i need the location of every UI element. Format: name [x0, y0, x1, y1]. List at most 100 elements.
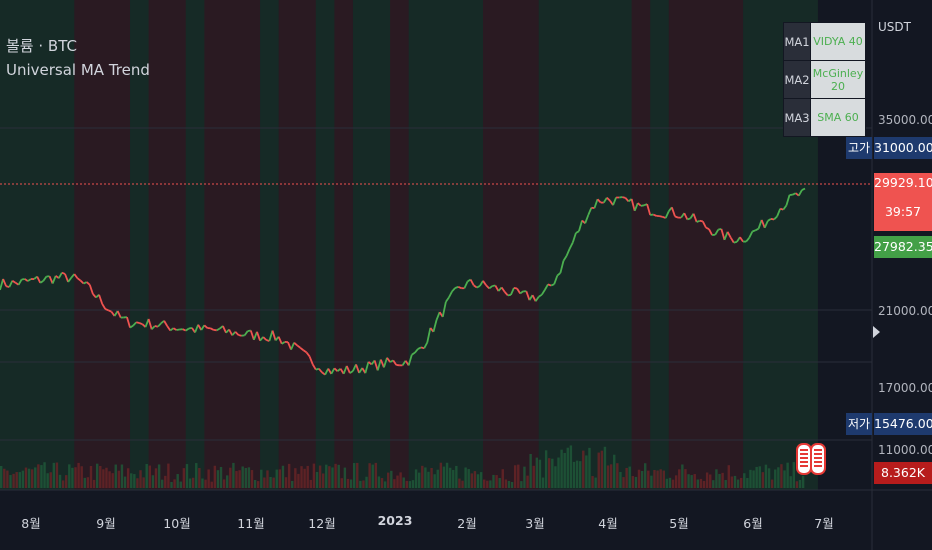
volume-bar: [541, 477, 545, 488]
volume-bar: [758, 466, 761, 488]
price-segment: [773, 215, 778, 221]
price-segment: [779, 207, 784, 211]
volume-bar: [142, 477, 145, 488]
volume-bar: [792, 462, 796, 488]
volume-bar: [529, 453, 532, 488]
volume-bar: [724, 480, 727, 488]
price-segment: [500, 286, 506, 293]
volume-bar: [544, 450, 548, 488]
price-segment: [136, 321, 140, 324]
price-segment: [185, 327, 190, 332]
price-segment: [562, 255, 568, 262]
earnings-flag-icon[interactable]: [810, 443, 826, 475]
trend-band: [352, 0, 373, 490]
volume-bar: [520, 481, 523, 488]
volume-bar: [702, 480, 706, 488]
volume-bar: [117, 470, 121, 488]
price-segment: [445, 296, 450, 303]
volume-bar: [718, 473, 721, 488]
volume-bar: [470, 473, 474, 488]
volume-bar: [325, 464, 328, 488]
volume-bar: [253, 479, 257, 488]
volume-bar: [337, 464, 340, 488]
price-segment: [476, 285, 481, 289]
price-segment: [290, 342, 295, 350]
price-segment: [664, 210, 670, 219]
volume-bar: [464, 467, 467, 488]
volume-bar: [235, 471, 238, 488]
volume-bar: [563, 452, 566, 488]
price-segment: [606, 197, 611, 202]
price-segment: [671, 207, 676, 217]
price-segment: [451, 287, 456, 293]
volume-bar: [89, 466, 93, 488]
trend-band: [408, 0, 428, 490]
price-segment: [662, 215, 666, 219]
price-segment: [448, 291, 453, 298]
price-segment: [596, 198, 602, 204]
volume-bar: [442, 466, 446, 488]
trend-band: [130, 0, 150, 490]
price-segment: [473, 284, 478, 289]
price-segment: [687, 217, 691, 221]
price-segment: [333, 367, 339, 372]
volume-bar: [650, 475, 653, 488]
price-segment: [163, 320, 168, 327]
price-segment: [64, 273, 69, 283]
price-segment: [801, 187, 806, 191]
volume-bar: [108, 471, 111, 488]
volume-bar: [157, 464, 161, 488]
price-segment: [435, 311, 441, 321]
scroll-right-icon[interactable]: [873, 326, 880, 338]
volume-bar: [287, 463, 291, 488]
trend-band: [185, 0, 205, 490]
volume-bar: [46, 473, 49, 488]
volume-bar: [210, 481, 213, 488]
trend-band: [724, 0, 744, 490]
volume-bar: [594, 477, 597, 488]
price-segment: [423, 342, 429, 349]
time-tick: 11월: [237, 516, 265, 531]
volume-bar: [684, 469, 687, 488]
volume-bar: [3, 468, 6, 488]
volume-bar: [297, 473, 300, 488]
ma-price-label: 27982.35: [874, 236, 932, 258]
trend-band: [613, 0, 633, 490]
volume-bar: [801, 475, 805, 488]
price-segment: [299, 347, 304, 351]
time-tick: 3월: [525, 516, 545, 531]
volume-bar: [746, 478, 749, 488]
trend-band: [204, 0, 224, 490]
price-segment: [531, 294, 537, 302]
price-segment: [538, 293, 543, 298]
price-segment: [726, 231, 732, 238]
volume-bar: [383, 481, 387, 488]
price-segment: [723, 231, 729, 241]
volume-bar: [173, 479, 176, 488]
volume-bar: [164, 475, 167, 488]
trend-band: [538, 0, 558, 490]
trend-band: [594, 0, 614, 490]
volume-bar: [613, 454, 616, 488]
volume-bar: [430, 467, 433, 488]
price-segment: [197, 324, 203, 331]
volume-bar: [185, 464, 189, 488]
price-segment: [488, 285, 493, 290]
trend-band: [445, 0, 465, 490]
volume-bar: [21, 470, 25, 488]
time-tick: 12월: [308, 516, 336, 531]
volume-bar: [486, 480, 489, 488]
price-segment: [256, 331, 261, 341]
volume-bar: [322, 473, 325, 488]
price-segment: [345, 365, 351, 374]
price-segment: [776, 208, 782, 217]
volume-bar: [303, 468, 306, 488]
volume-bar: [170, 481, 173, 488]
volume-bar: [266, 470, 269, 488]
volume-bar: [640, 470, 644, 488]
volume-bar: [15, 472, 18, 488]
price-segment: [129, 324, 134, 329]
volume-bar: [523, 466, 526, 488]
volume-bar: [665, 478, 669, 488]
